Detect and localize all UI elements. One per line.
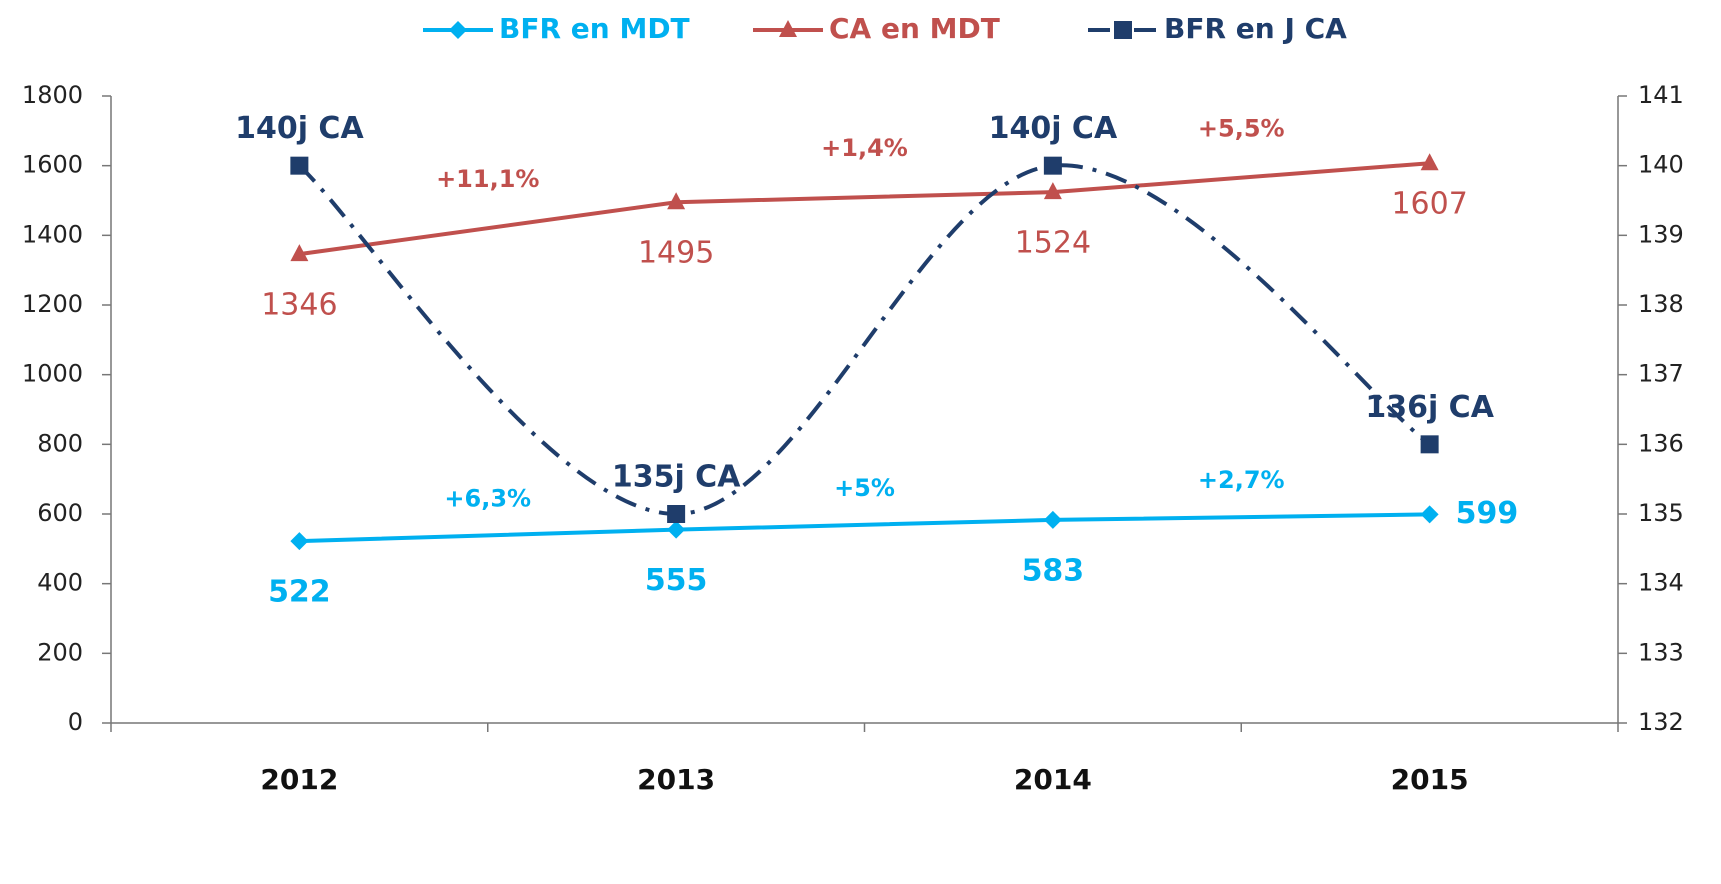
x-tick-label: 2012: [260, 763, 338, 796]
y-tick-label: 1800: [22, 81, 83, 109]
point: [1043, 510, 1062, 529]
x-tick-label: 2013: [637, 763, 715, 796]
series-line: [299, 161, 1430, 257]
y-tick-label: 800: [37, 429, 83, 457]
legend-label: BFR en MDT: [499, 12, 690, 45]
data-label: 140j CA: [235, 111, 364, 146]
point: [1043, 156, 1062, 175]
data-label: 522: [268, 575, 331, 610]
point: [1420, 505, 1439, 524]
y2-tick-label: 134: [1638, 569, 1684, 597]
y-tick-label: 400: [37, 569, 83, 597]
point: [290, 156, 309, 175]
series-line: [299, 512, 1430, 544]
y-tick-label: 600: [37, 499, 83, 527]
data-label: 1607: [1391, 187, 1467, 222]
growth-label: +1,4%: [821, 134, 908, 162]
data-label: 583: [1022, 553, 1085, 588]
point: [290, 244, 309, 262]
series-line: [298, 163, 1431, 517]
data-label: 135j CA: [612, 460, 741, 495]
legend-marker: [779, 20, 797, 37]
y-tick-label: 1200: [22, 290, 83, 318]
y-tick-label: 1400: [22, 220, 83, 248]
growth-label: +5%: [834, 474, 895, 502]
x-tick-label: 2015: [1391, 763, 1469, 796]
growth-label: +2,7%: [1198, 466, 1285, 494]
y-tick-label: 1600: [22, 151, 83, 179]
data-label: 599: [1456, 496, 1519, 531]
legend-marker: [1114, 21, 1132, 39]
data-label: 1346: [261, 288, 337, 323]
y2-tick-label: 140: [1638, 151, 1684, 179]
point: [1420, 435, 1439, 454]
y-tick-label: 1000: [22, 360, 83, 388]
point: [667, 520, 686, 539]
data-label: 1495: [638, 236, 714, 271]
y2-tick-label: 139: [1638, 220, 1684, 248]
data-label: 136j CA: [1365, 390, 1494, 425]
data-label: 140j CA: [989, 111, 1118, 146]
y2-tick-label: 133: [1638, 638, 1684, 666]
point: [667, 505, 686, 523]
y2-tick-label: 138: [1638, 290, 1684, 318]
x-tick-label: 2014: [1014, 763, 1092, 796]
y2-tick-label: 137: [1638, 360, 1684, 388]
y-tick-label: 0: [68, 708, 83, 736]
point: [1420, 153, 1439, 171]
growth-label: +6,3%: [444, 484, 531, 512]
legend-label: BFR en J CA: [1164, 12, 1347, 45]
legend-label: CA en MDT: [829, 12, 1000, 45]
y2-tick-label: 132: [1638, 708, 1684, 736]
point: [1043, 182, 1062, 200]
point: [667, 192, 686, 210]
y2-tick-label: 136: [1638, 429, 1684, 457]
y-tick-label: 200: [37, 638, 83, 666]
y2-tick-label: 141: [1638, 81, 1684, 109]
data-label: 1524: [1015, 226, 1091, 261]
growth-label: +11,1%: [436, 165, 539, 193]
data-label: 555: [645, 563, 708, 598]
legend-marker: [449, 21, 467, 39]
point: [290, 532, 309, 551]
y2-tick-label: 135: [1638, 499, 1684, 527]
growth-label: +5,5%: [1198, 115, 1285, 143]
